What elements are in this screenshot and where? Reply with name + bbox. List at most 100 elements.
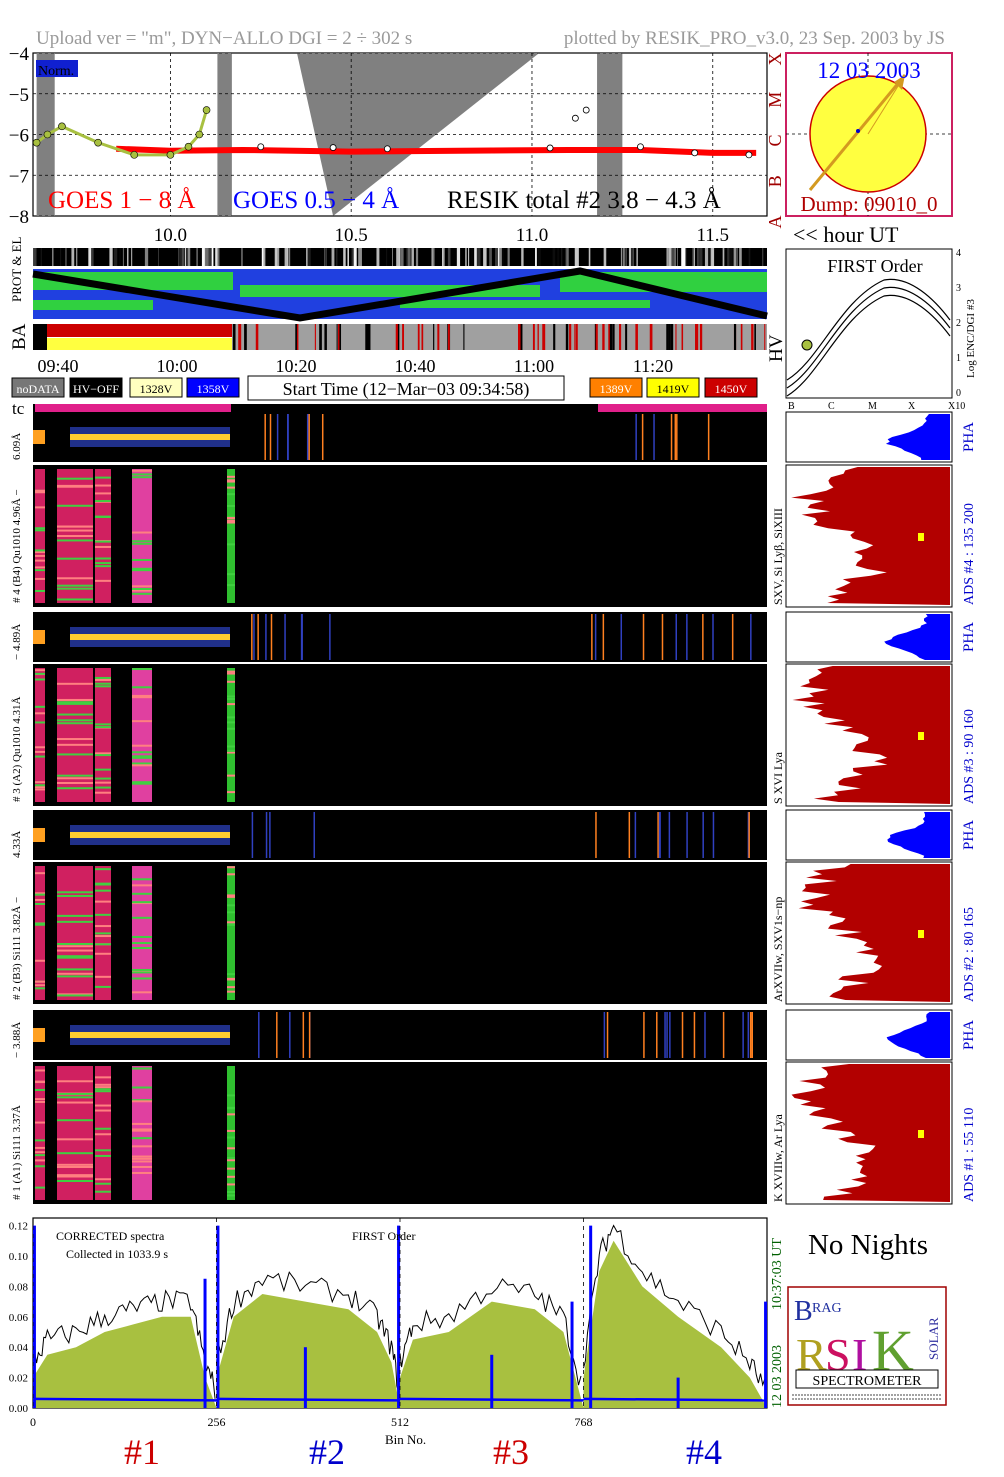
strip-line	[675, 614, 678, 660]
resik-point	[582, 106, 590, 114]
line-label: ArXVIIw, SXV1s−np	[771, 897, 785, 1002]
status-stripe	[507, 248, 510, 266]
status-stripe	[762, 248, 764, 266]
status-stripe	[708, 248, 710, 266]
spectral-row	[132, 1137, 152, 1140]
status-stripe	[468, 248, 470, 266]
channel-panels: 6.09Å # 4 (B4) Qu1010 4.96Å − PHA SXV, Si L…	[11, 411, 977, 1205]
spectral-row	[57, 529, 93, 532]
spectral-row	[35, 672, 45, 675]
spectral-row	[132, 971, 152, 974]
spectral-row	[132, 1171, 152, 1174]
ba-stripe	[695, 324, 699, 350]
strip-line	[747, 812, 750, 858]
pha-histogram	[887, 812, 950, 858]
spectral-row	[57, 781, 93, 784]
spectral-row	[35, 589, 45, 592]
strip-line	[251, 614, 253, 660]
strip-core	[33, 430, 45, 444]
spectral-row	[35, 784, 45, 787]
spectrum-panel: 0.000.020.040.060.080.100.12 0 256 512 768 …	[9, 1217, 785, 1447]
channel-label: # 3 (A2) Qu1010 4.31Å	[11, 697, 23, 802]
strip-line	[704, 1012, 706, 1058]
status-stripe	[748, 248, 751, 266]
status-stripe	[206, 248, 209, 266]
status-stripe	[211, 248, 214, 266]
channel-main	[33, 862, 767, 1004]
status-stripe	[351, 248, 354, 266]
status-stripe	[668, 248, 672, 266]
spectral-row	[132, 755, 152, 758]
status-stripe	[324, 248, 327, 266]
fo-y-tick: 0	[956, 388, 961, 399]
spectral-row	[227, 680, 235, 683]
status-stripe	[622, 248, 624, 266]
spectral-row	[227, 670, 235, 673]
flare-class-label: B	[765, 175, 785, 187]
status-stripe	[625, 248, 627, 266]
spectral-row	[57, 1138, 93, 1141]
status-stripe	[118, 248, 122, 266]
ba-stripe	[569, 324, 572, 350]
spectral-row	[132, 977, 152, 980]
status-stripe	[40, 248, 42, 266]
status-stripe	[354, 248, 357, 266]
status-stripe	[392, 248, 393, 266]
strip-core	[70, 832, 230, 838]
spectral-row	[95, 1104, 111, 1107]
status-stripe	[158, 248, 159, 266]
strip-core	[70, 434, 230, 440]
spectral-row	[132, 686, 152, 689]
status-stripe	[122, 248, 124, 266]
spectral-row	[132, 764, 152, 767]
strip-line	[653, 414, 655, 460]
spectral-row	[132, 589, 152, 592]
spectral-row	[132, 1129, 152, 1132]
status-stripe	[187, 248, 191, 266]
spectral-row	[35, 1186, 45, 1189]
ba-stripe	[574, 324, 576, 350]
spectral-row	[35, 1159, 45, 1162]
strip-line	[276, 1012, 278, 1058]
spectral-row	[35, 786, 45, 789]
spectral-row	[95, 1127, 111, 1130]
status-stripe	[65, 248, 67, 266]
spectral-row	[95, 1086, 111, 1089]
spectral-row	[227, 698, 235, 701]
spectral-row	[57, 535, 93, 538]
spectral-row	[35, 902, 45, 905]
spectral-row	[95, 868, 111, 871]
strip-line	[251, 812, 254, 858]
spectral-row	[132, 720, 152, 723]
ba-stripe	[532, 324, 535, 350]
spectral-row	[227, 866, 235, 869]
status-stripe	[71, 248, 75, 266]
spectral-row	[132, 892, 152, 895]
spectral-row	[132, 782, 152, 785]
spectral-row	[57, 504, 93, 507]
strip-line	[302, 1012, 305, 1058]
flare-class-label: X	[765, 53, 785, 66]
spectral-row	[57, 914, 93, 917]
spectral-row	[95, 515, 111, 518]
ba-stripe	[421, 324, 424, 350]
spectrum-y-tick: 0.12	[9, 1221, 28, 1233]
spectral-row	[35, 527, 45, 530]
fo-x-tick: X10	[948, 401, 965, 412]
strip-line	[594, 614, 597, 660]
strip-line	[269, 414, 272, 460]
spectral-row	[35, 506, 45, 509]
spectral-row	[57, 955, 93, 958]
status-panel: PROT & EL BA HV 09:40 10:00 10:20 10:40 11:0…	[9, 236, 787, 418]
strip-line	[289, 1012, 291, 1058]
flare-class-label: M	[765, 92, 785, 108]
spectral-row	[57, 943, 93, 946]
status-stripe	[704, 248, 709, 266]
ba-stripe	[553, 324, 556, 350]
spectral-row	[95, 557, 111, 560]
spectral-row	[35, 788, 45, 791]
spectral-row	[95, 985, 111, 988]
status-stripe	[343, 248, 346, 266]
status-stripe	[674, 248, 676, 266]
logo-i: I	[852, 1329, 867, 1380]
